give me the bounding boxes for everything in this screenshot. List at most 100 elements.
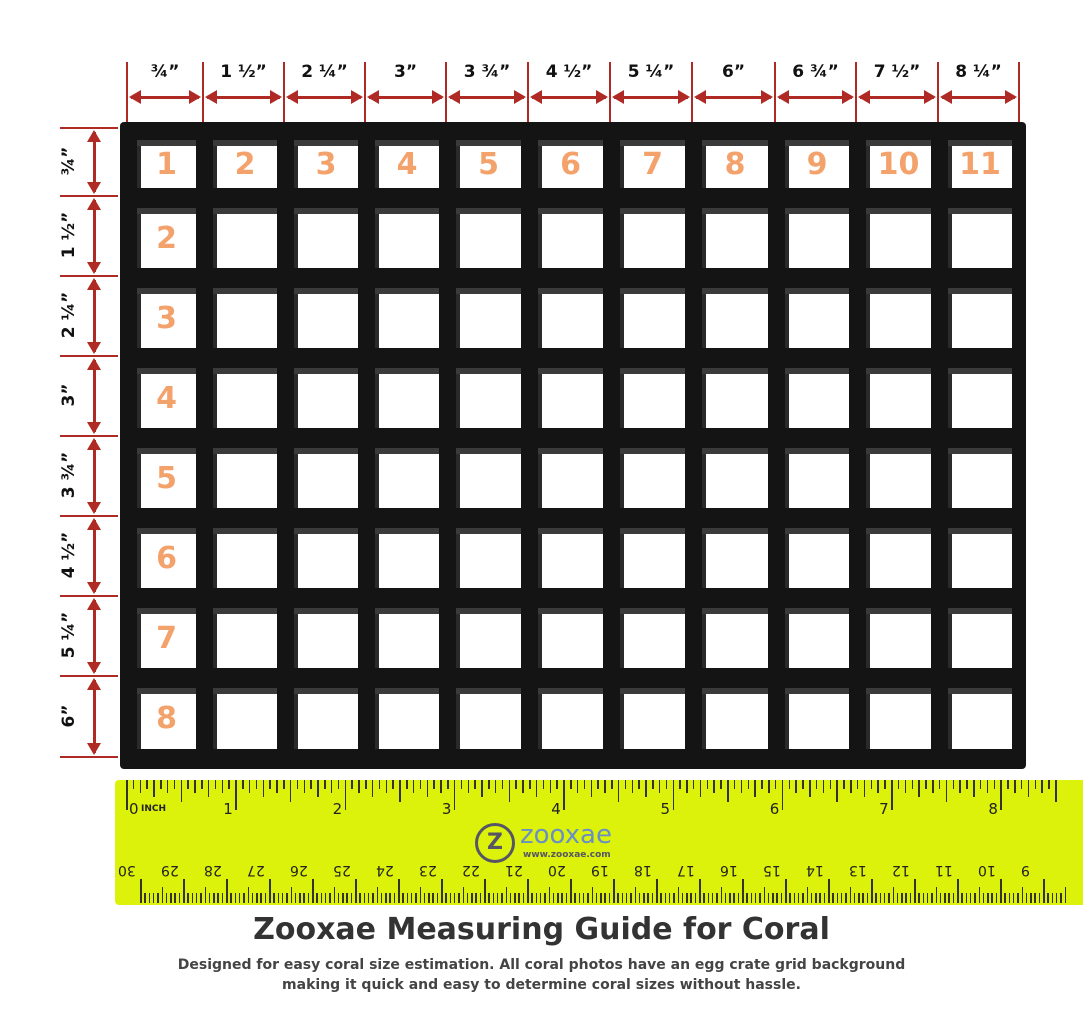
grid-cell — [538, 688, 603, 749]
cm-tick — [144, 893, 146, 903]
cm-tick — [264, 893, 267, 903]
double-arrow-icon — [93, 360, 96, 432]
inch-tick — [897, 780, 900, 789]
cm-number: 29 — [161, 862, 179, 878]
cm-tick — [531, 893, 533, 903]
column-divider-line — [445, 62, 447, 122]
grid-cell — [538, 368, 603, 428]
ruler-brand: zooxae — [520, 820, 612, 850]
arrow-down-icon — [87, 743, 101, 755]
cm-tick — [686, 893, 688, 903]
cm-tick — [918, 893, 920, 903]
cm-tick — [320, 893, 323, 903]
inch-number: 8 — [988, 800, 998, 818]
cm-number: 26 — [290, 862, 308, 878]
cm-tick — [355, 879, 357, 903]
row-size-label: ¾” — [59, 146, 79, 176]
inch-tick — [925, 780, 927, 789]
cm-tick — [312, 879, 314, 903]
inch-tick — [283, 780, 285, 789]
cm-tick — [208, 893, 211, 903]
grid-cell — [213, 288, 277, 348]
cm-tick — [488, 893, 490, 903]
column-divider-line — [283, 62, 285, 122]
cm-tick — [419, 887, 421, 903]
arrow-right-icon — [761, 90, 773, 104]
grid-cell — [375, 288, 439, 348]
grid-cell — [948, 208, 1012, 268]
arrow-left-icon — [940, 90, 952, 104]
grid-cell — [375, 608, 439, 668]
cm-tick — [475, 893, 477, 903]
inch-tick — [966, 780, 968, 789]
double-arrow-icon — [779, 96, 852, 99]
row-divider-line — [60, 275, 118, 277]
inch-tick — [358, 780, 360, 793]
cm-tick — [720, 887, 722, 903]
grid-cell — [294, 688, 358, 749]
cm-tick — [978, 887, 980, 903]
inch-tick — [1048, 780, 1050, 789]
cm-tick — [183, 879, 185, 903]
double-arrow-icon — [93, 440, 96, 512]
egg-crate-grid: 1 2 3 4 5 6 7 8 9 10 11 2 3 4 5 6 7 8 — [120, 122, 1026, 769]
inch-tick — [904, 780, 907, 793]
grid-cell — [375, 208, 439, 268]
inch-tick — [781, 780, 784, 810]
cm-tick — [660, 893, 662, 903]
cm-tick — [879, 893, 882, 903]
cm-tick — [673, 893, 675, 903]
arrow-left-icon — [205, 90, 217, 104]
cm-tick — [991, 893, 993, 903]
cm-tick — [823, 893, 826, 903]
inch-tick — [795, 780, 797, 793]
grid-cell — [866, 448, 931, 508]
cm-tick — [944, 893, 946, 903]
cm-tick — [453, 893, 456, 903]
inch-tick — [508, 780, 511, 802]
arrow-down-icon — [87, 502, 101, 514]
column-divider-line — [774, 62, 776, 122]
cm-tick — [613, 879, 615, 903]
cm-tick — [797, 893, 800, 903]
inch-tick — [529, 780, 531, 789]
cm-tick — [385, 893, 387, 903]
cm-tick — [243, 893, 245, 903]
inch-tick — [727, 780, 729, 802]
grid-cell — [375, 448, 439, 508]
cm-tick — [565, 893, 568, 903]
inch-tick — [488, 780, 490, 789]
double-arrow-icon — [93, 200, 96, 272]
subtitle-line-1: Designed for easy coral size estimation.… — [177, 957, 906, 973]
column-size-label: 5 ¼” — [627, 62, 675, 82]
grid-cell — [866, 608, 931, 668]
cm-tick — [926, 893, 929, 903]
grid-cell — [785, 608, 849, 668]
arrow-right-icon — [1005, 90, 1017, 104]
double-arrow-icon — [131, 96, 199, 99]
cm-tick — [1021, 887, 1023, 903]
double-arrow-icon — [532, 96, 606, 99]
cm-tick — [600, 893, 602, 903]
cm-tick — [595, 893, 598, 903]
inch-tick — [419, 780, 422, 789]
cm-tick — [840, 893, 843, 903]
cm-tick — [608, 893, 611, 903]
column-size-label: 3” — [393, 62, 417, 82]
cm-tick — [363, 893, 366, 903]
cm-tick — [294, 893, 297, 903]
grid-cell: 9 — [785, 140, 849, 188]
grid-cell — [375, 368, 439, 428]
row-size-label: 6” — [59, 704, 79, 728]
cm-tick — [539, 893, 542, 903]
inch-tick — [542, 780, 545, 789]
grid-cell — [620, 208, 685, 268]
arrow-up-icon — [87, 278, 101, 290]
cm-tick — [853, 893, 856, 903]
inch-tick — [126, 780, 128, 810]
inch-tick — [385, 780, 388, 793]
cm-tick — [694, 893, 697, 903]
grid-cell: 4 — [137, 368, 196, 428]
inch-tick — [460, 780, 463, 789]
cm-tick — [767, 893, 770, 903]
